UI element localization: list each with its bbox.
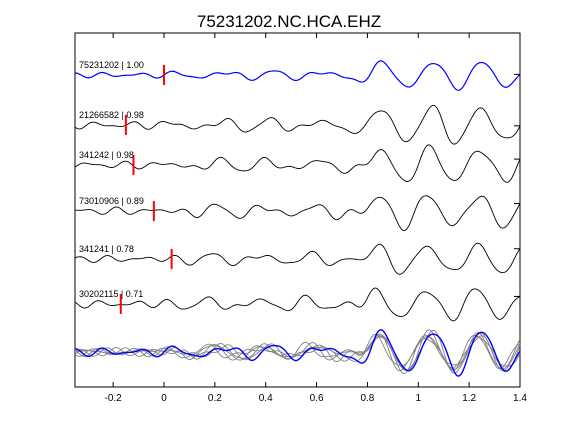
- x-tick-label: 1.4: [513, 393, 527, 404]
- trace-label: 341242 | 0.98: [79, 150, 134, 160]
- trace-label: 21266582 | 0.98: [79, 110, 144, 120]
- trace-line: [74, 242, 521, 275]
- stack-trace-line: [74, 334, 521, 374]
- pick-markers-layer: [119, 65, 173, 314]
- trace-line: [74, 144, 521, 183]
- x-tick-label: 1.2: [462, 393, 476, 404]
- trace-label: 341241 | 0.78: [79, 244, 134, 254]
- trace-line: [74, 104, 521, 145]
- trace-label: 75231202 | 1.00: [79, 60, 144, 70]
- trace-line: [75, 195, 521, 232]
- stack-trace-line: [74, 329, 521, 377]
- x-tick-label: 0: [161, 393, 167, 404]
- trace-line: [74, 287, 521, 322]
- chart-title: 75231202.NC.HCA.EHZ: [197, 12, 381, 31]
- stack-trace-line: [74, 332, 521, 372]
- trace-line: [74, 60, 521, 91]
- x-tick-label: 0.2: [208, 393, 222, 404]
- x-tick-label: 0.8: [360, 393, 374, 404]
- x-axis: -0.2 0 0.2 0.4 0.6 0.8 1 1.2 1.4: [105, 33, 527, 404]
- trace-labels-layer: 75231202 | 1.00 21266582 | 0.98 341242 | 0…: [79, 60, 144, 299]
- x-tick-label: 1: [416, 393, 422, 404]
- x-tick-label: 0.6: [310, 393, 324, 404]
- trace-label: 30202115 | 0.71: [79, 289, 143, 299]
- traces-layer: [74, 60, 521, 322]
- trace-label: 73010906 | 0.89: [79, 196, 144, 206]
- stack-trace-line: [74, 329, 521, 374]
- x-tick-label: 0.4: [259, 393, 273, 404]
- stack-trace-line: [74, 329, 521, 372]
- x-tick-label: -0.2: [105, 393, 123, 404]
- stack-layer: [74, 329, 521, 377]
